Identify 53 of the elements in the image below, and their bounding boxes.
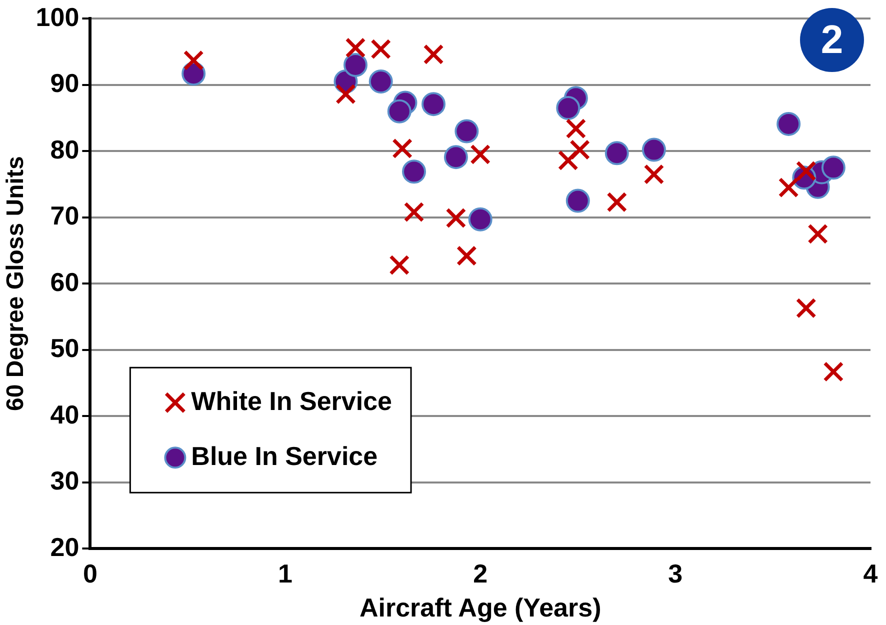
x-tick-label: 3 [668,558,683,588]
point [566,118,586,139]
point [778,177,799,198]
x-tick-label: 2 [473,558,488,588]
point [454,119,479,144]
point [183,50,204,71]
point [387,99,412,124]
point [343,52,368,77]
number-badge: 2 [800,8,864,72]
point [423,44,444,65]
x-tick-label: 4 [863,558,878,588]
point [368,70,393,94]
point [644,164,664,185]
y-tick-label: 50 [50,333,80,364]
point [404,202,424,222]
x-axis-title: Aircraft Age (Years) [359,592,602,623]
legend-label: Blue In Service [191,440,378,471]
x-tick-label: 1 [278,558,292,588]
y-tick-label: 100 [36,2,80,32]
point [604,141,629,166]
point [821,156,846,180]
point [336,84,356,104]
legend-label: White In Service [191,386,392,416]
point [570,140,590,160]
point [606,192,628,212]
point [402,160,426,184]
point [446,208,466,228]
x-tick-label: 0 [82,558,98,588]
point [642,138,666,162]
y-tick-label: 20 [50,532,80,562]
y-axis-title: 60 Degree Gloss Units [2,156,30,411]
point [808,224,828,244]
point [470,144,491,165]
point [345,38,366,58]
point [776,112,801,136]
point [444,145,468,170]
point [456,246,477,266]
point [556,96,580,120]
point [422,92,446,116]
point [389,254,410,276]
y-tick-label: 40 [50,399,80,430]
y-tick-label: 80 [50,134,80,164]
point [796,298,816,318]
y-tick-label: 90 [50,68,80,98]
point [823,361,844,382]
point [392,138,413,159]
y-tick-label: 60 [50,266,80,297]
point [566,188,590,213]
y-tick-label: 70 [50,200,80,231]
point [558,150,578,171]
point [468,207,492,232]
y-tick-label: 30 [50,466,80,496]
point [370,38,392,60]
